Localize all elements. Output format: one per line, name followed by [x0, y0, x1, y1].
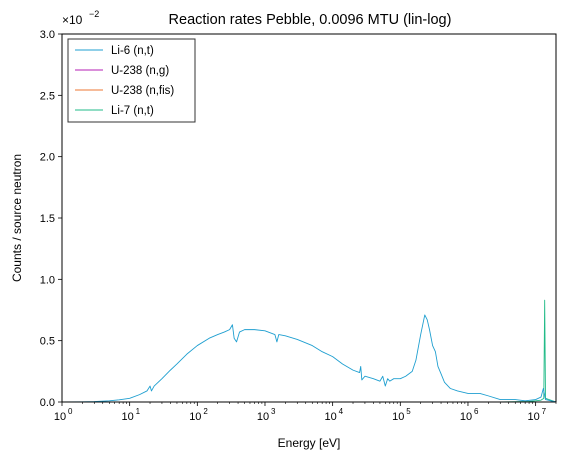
legend-label-3: Li-7 (n,t) [111, 105, 154, 117]
y-tick-label: 2.5 [40, 90, 55, 102]
y-tick-label: 0.5 [40, 336, 55, 348]
x-tick-label: 10 [528, 411, 540, 423]
x-tick-label-exponent: 4 [339, 407, 344, 416]
legend-label-0: Li-6 (n,t) [111, 45, 154, 57]
x-tick-label: 10 [54, 411, 66, 423]
x-tick-label: 10 [257, 411, 269, 423]
legend-label-1: U-238 (n,g) [111, 65, 169, 77]
y-tick-label: 1.5 [40, 213, 55, 225]
chart-title: Reaction rates Pebble, 0.0096 MTU (lin-l… [169, 12, 452, 28]
y-tick-label: 2.0 [40, 152, 55, 164]
series-line-3 [62, 300, 556, 402]
y-tick-label: 1.0 [40, 274, 55, 286]
x-tick-label: 10 [122, 411, 134, 423]
x-tick-label-exponent: 7 [542, 407, 547, 416]
x-tick-label: 10 [325, 411, 337, 423]
x-axis-label: Energy [eV] [278, 436, 341, 450]
x-tick-label-exponent: 1 [136, 407, 141, 416]
x-tick-label-exponent: 2 [203, 407, 208, 416]
y-axis-label: Counts / source neutron [10, 154, 24, 282]
x-tick-label: 10 [392, 411, 404, 423]
y-multiplier-base: ×10 [62, 13, 83, 27]
y-tick-label: 0.0 [40, 397, 55, 409]
x-axis-ticks: 10 0 10 1 10 2 10 3 10 4 10 5 10 6 10 7 [54, 402, 556, 423]
y-tick-label: 3.0 [40, 29, 55, 41]
x-tick-label-exponent: 0 [68, 407, 73, 416]
plot-lines [62, 300, 556, 402]
legend-label-2: U-238 (n,fis) [111, 85, 174, 97]
x-tick-label-exponent: 3 [271, 407, 276, 416]
x-tick-label: 10 [189, 411, 201, 423]
y-multiplier-exponent: −2 [89, 9, 99, 19]
y-multiplier: ×10 −2 [62, 9, 99, 27]
x-tick-label-exponent: 6 [474, 407, 479, 416]
legend: Li-6 (n,t) U-238 (n,g) U-238 (n,fis) Li-7 (… [68, 39, 195, 122]
chart-title-text: Reaction rates Pebble, 0.0096 MTU (lin-l… [169, 12, 452, 28]
series-line-0 [62, 315, 556, 402]
x-tick-label-exponent: 5 [406, 407, 411, 416]
y-axis-ticks: 0.0 0.5 1.0 1.5 2.0 2.5 3.0 [40, 29, 62, 409]
x-tick-label: 10 [460, 411, 472, 423]
